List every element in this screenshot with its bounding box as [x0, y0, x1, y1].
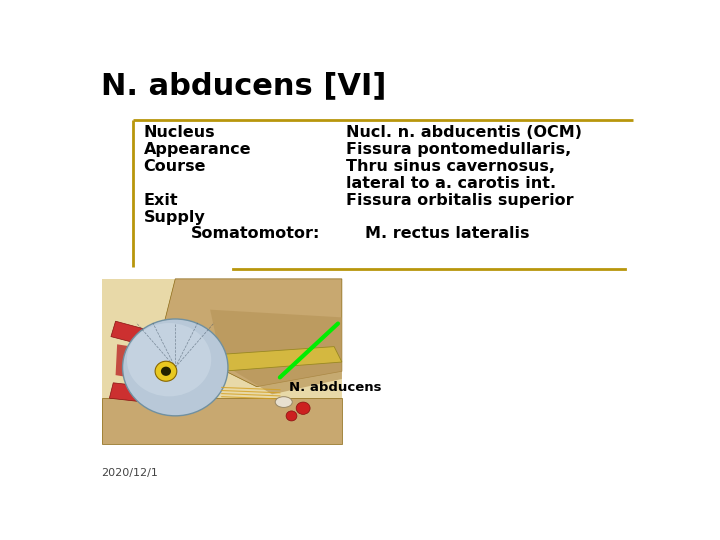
- Ellipse shape: [296, 402, 310, 414]
- Polygon shape: [222, 347, 342, 372]
- Text: N. abducens: N. abducens: [289, 381, 382, 394]
- Polygon shape: [163, 279, 342, 387]
- Polygon shape: [109, 383, 148, 402]
- Ellipse shape: [127, 323, 211, 396]
- Polygon shape: [111, 321, 144, 345]
- Text: Supply: Supply: [143, 210, 205, 225]
- Text: Course: Course: [143, 159, 206, 174]
- Text: M. rectus lateralis: M. rectus lateralis: [365, 226, 530, 241]
- Text: Exit: Exit: [143, 193, 178, 207]
- Text: Fissura orbitalis superior: Fissura orbitalis superior: [346, 193, 573, 207]
- Text: Appearance: Appearance: [143, 142, 251, 157]
- Ellipse shape: [161, 367, 171, 376]
- Ellipse shape: [275, 397, 292, 408]
- Ellipse shape: [122, 319, 228, 416]
- Text: Somatomotor:: Somatomotor:: [191, 226, 320, 241]
- Ellipse shape: [286, 411, 297, 421]
- Bar: [102, 398, 342, 444]
- Text: Nucl. n. abducentis (OCM): Nucl. n. abducentis (OCM): [346, 125, 582, 140]
- Text: N. abducens [VI]: N. abducens [VI]: [101, 71, 386, 100]
- Text: Thru sinus cavernosus,: Thru sinus cavernosus,: [346, 159, 554, 174]
- Text: lateral to a. carotis int.: lateral to a. carotis int.: [346, 176, 556, 191]
- Ellipse shape: [155, 361, 177, 381]
- Text: Nucleus: Nucleus: [143, 125, 215, 140]
- Text: Fissura pontomedullaris,: Fissura pontomedullaris,: [346, 142, 571, 157]
- Polygon shape: [210, 309, 342, 394]
- Text: 2020/12/1: 2020/12/1: [101, 468, 158, 477]
- Polygon shape: [116, 345, 142, 379]
- Bar: [102, 279, 342, 444]
